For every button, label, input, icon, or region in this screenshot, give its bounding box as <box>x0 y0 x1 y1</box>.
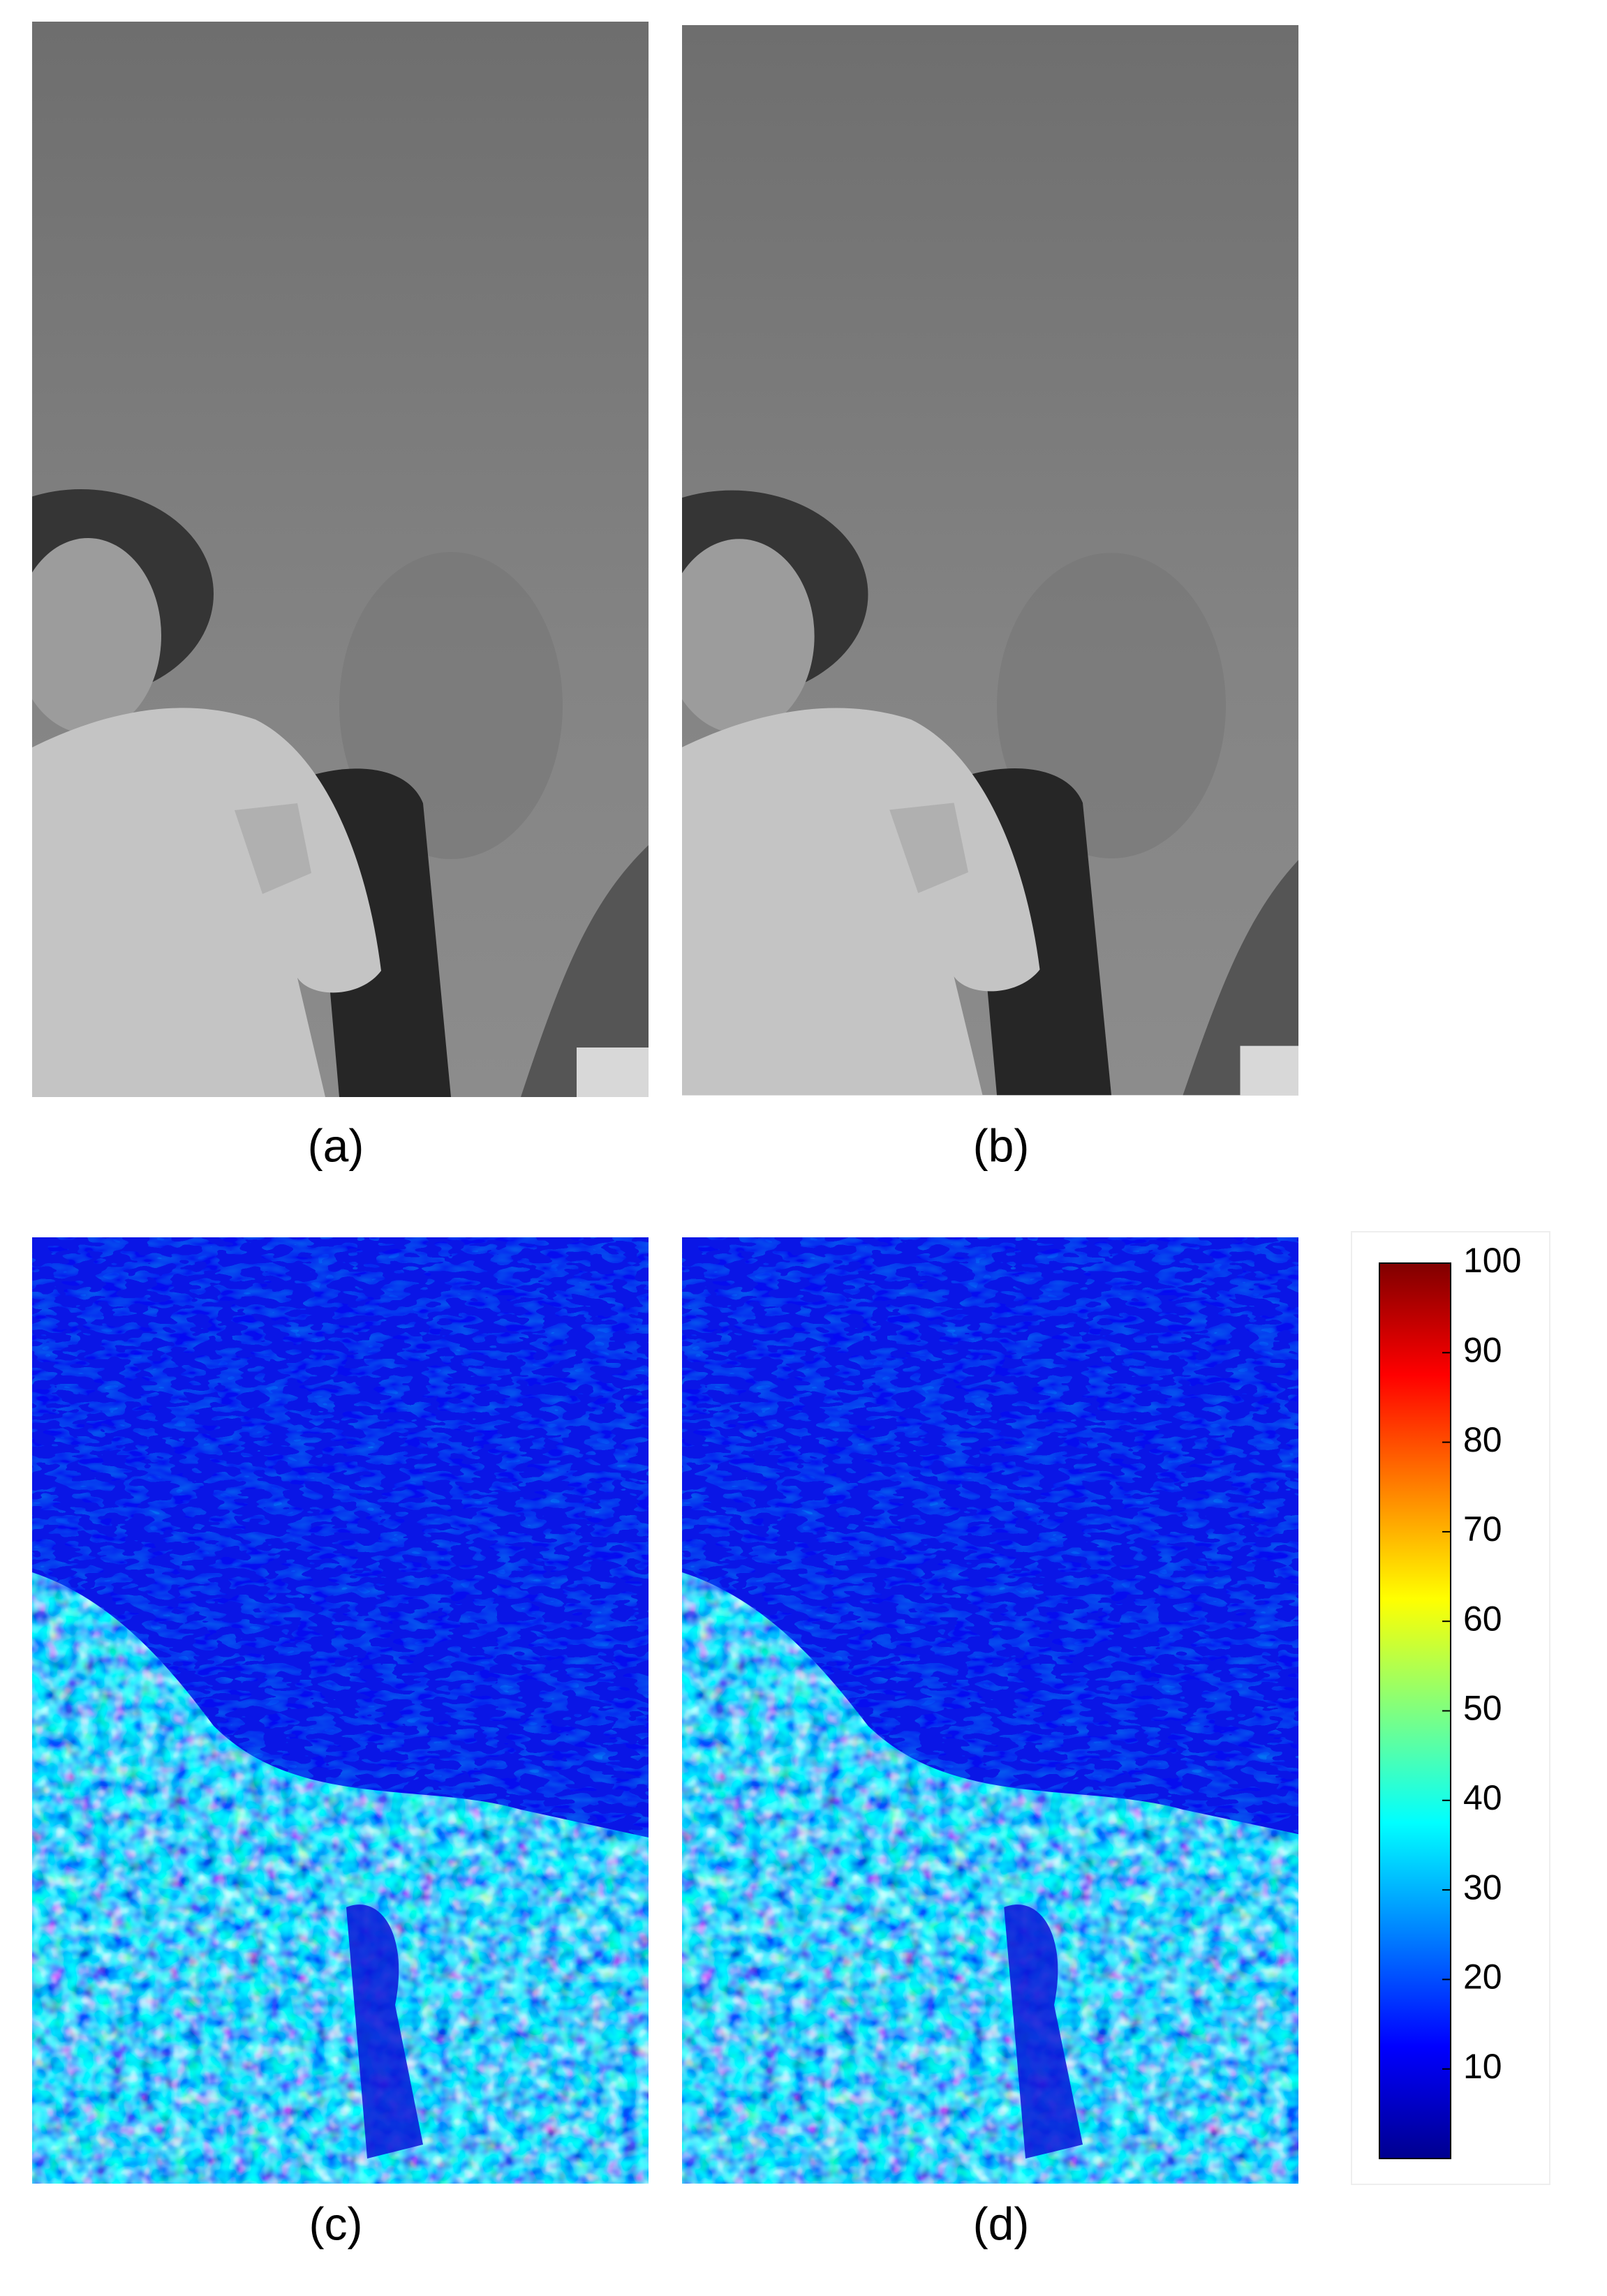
colorbar-tick-label: 50 <box>1463 1689 1502 1728</box>
colorbar-tick-label: 70 <box>1463 1509 1502 1549</box>
colorbar-tick-label: 40 <box>1463 1778 1502 1817</box>
colorbar-tick-label: 80 <box>1463 1420 1502 1459</box>
panel-label: (b) <box>973 1119 1030 1171</box>
error-map-c <box>32 1237 649 2184</box>
colorbar-tick-label: 20 <box>1463 1958 1502 1997</box>
colorbar-tick-label: 90 <box>1463 1331 1502 1370</box>
colorbar-tick-label: 60 <box>1463 1599 1502 1638</box>
photo-b <box>682 25 1298 1096</box>
error-map-d <box>682 1237 1314 2184</box>
colorbar-tick-label: 100 <box>1463 1241 1521 1280</box>
panel-label: (c) <box>309 2198 363 2249</box>
colorbar-tick-label: 10 <box>1463 2047 1502 2086</box>
colorbar-tick-label: 30 <box>1463 1868 1502 1907</box>
panel-label: (d) <box>973 2198 1030 2249</box>
panel-label: (a) <box>308 1119 364 1171</box>
colorbar <box>1379 1262 1451 2159</box>
colorbar-frame <box>1351 1231 1550 2185</box>
photo-a <box>32 22 649 1097</box>
